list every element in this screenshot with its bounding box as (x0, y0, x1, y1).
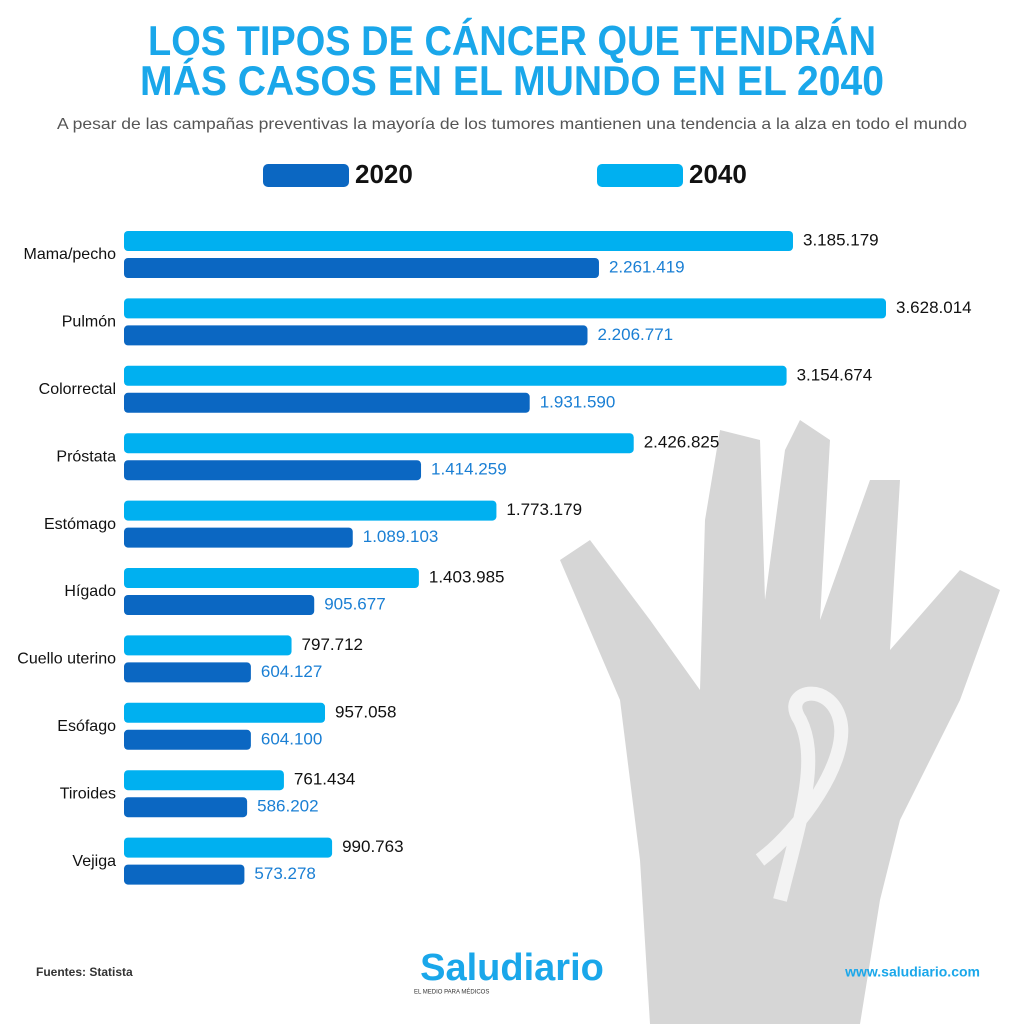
category-label: Cuello uterino (17, 651, 116, 668)
title: LOS TIPOS DE CÁNCER QUE TENDRÁN (148, 17, 876, 64)
bar (124, 298, 886, 319)
bar (124, 662, 251, 683)
value-label: 2.261.419 (609, 257, 685, 276)
bar (124, 500, 497, 521)
ribbon (755, 686, 849, 902)
value-label: 905.677 (324, 594, 385, 613)
category-label: Esófago (57, 718, 116, 735)
value-label: 1.089.103 (363, 527, 439, 546)
value-label: 1.403.985 (429, 567, 505, 586)
bar (124, 392, 530, 413)
legend-swatch (263, 164, 349, 187)
value-label: 573.278 (254, 864, 315, 883)
legend-label: 2040 (689, 159, 747, 189)
title: MÁS CASOS EN EL MUNDO EN EL 2040 (140, 57, 884, 104)
tagline: EL MEDIO PARA MÉDICOS (414, 989, 489, 996)
bar (124, 837, 333, 858)
bar (124, 258, 599, 278)
bar (124, 365, 787, 386)
bar (124, 864, 245, 885)
bar (124, 527, 353, 548)
category-label: Hígado (64, 583, 116, 600)
legend-label: 2020 (355, 159, 413, 189)
value-label: 604.100 (261, 729, 322, 748)
value-label: 586.202 (257, 797, 318, 816)
subtitle: A pesar de las campañas preventivas la m… (57, 116, 967, 133)
bar (124, 433, 634, 454)
value-label: 3.154.674 (797, 365, 873, 384)
value-label: 797.712 (302, 635, 363, 654)
value-label: 604.127 (261, 662, 322, 681)
bar (124, 770, 284, 791)
category-label: Tiroides (60, 785, 116, 802)
logo: Saludiario (420, 947, 604, 989)
website: www.saludiario.com (844, 964, 980, 980)
source: Fuentes: Statista (36, 965, 133, 979)
category-label: Pulmón (62, 314, 116, 331)
value-label: 1.414.259 (431, 460, 507, 479)
bar (124, 702, 326, 723)
hand-background (560, 420, 1000, 1024)
category-label: Próstata (56, 448, 116, 465)
bar (124, 325, 588, 346)
value-label: 2.426.825 (644, 433, 720, 452)
bar (124, 635, 292, 656)
bar (124, 595, 315, 615)
category-label: Mama/pecho (24, 246, 117, 263)
value-label: 1.931.590 (540, 392, 616, 411)
value-label: 1.773.179 (506, 500, 582, 519)
category-label: Estómago (44, 516, 116, 533)
legend-swatch (597, 164, 683, 187)
bar (124, 568, 419, 588)
category-label: Vejiga (72, 853, 116, 870)
value-label: 761.434 (294, 770, 355, 789)
value-label: 957.058 (335, 702, 396, 721)
value-label: 2.206.771 (597, 325, 673, 344)
value-label: 990.763 (342, 837, 403, 856)
category-label: Colorrectal (39, 381, 116, 398)
value-label: 3.628.014 (896, 298, 972, 317)
value-label: 3.185.179 (803, 230, 879, 249)
plot: 2020 2040 Mama/pecho 3.185.179 2.261.419 Pulm… (17, 159, 972, 885)
bar (124, 797, 248, 818)
bar (124, 231, 793, 251)
bar (124, 729, 251, 750)
bar (124, 460, 422, 481)
